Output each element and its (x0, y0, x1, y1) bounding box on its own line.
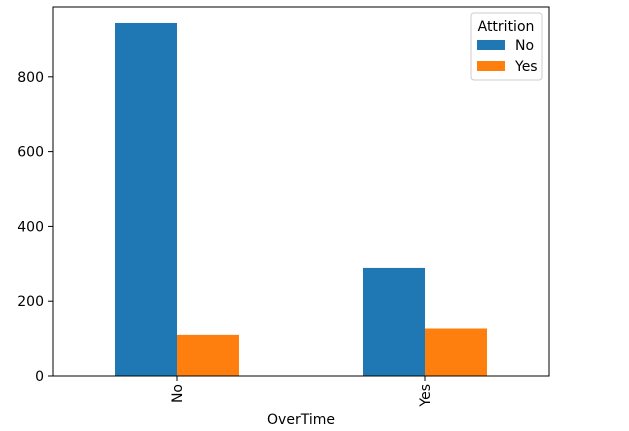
x-axis-label: OverTime (267, 412, 335, 428)
plot-frame (52, 6, 550, 377)
bar-yes-yes (425, 328, 487, 376)
x-tick-label: Yes (418, 384, 434, 408)
legend-swatch-yes (477, 61, 505, 71)
y-tick-label: 200 (17, 294, 44, 310)
legend-swatch-no (477, 40, 505, 50)
bar-yes-no (363, 267, 425, 376)
bar-no-yes (177, 334, 239, 376)
legend-label-no: No (515, 38, 534, 54)
y-tick-label: 0 (35, 369, 44, 385)
bars-group (115, 22, 487, 376)
x-tick-label: No (170, 384, 186, 403)
legend: Attrition No Yes (470, 12, 543, 81)
legend-label-yes: Yes (514, 59, 538, 75)
y-tick-label: 800 (17, 70, 44, 86)
legend-title: Attrition (478, 19, 535, 35)
y-axis: 0 200 400 600 800 (17, 70, 53, 385)
y-tick-label: 600 (17, 145, 44, 161)
y-tick-label: 400 (17, 219, 44, 235)
x-axis: No Yes (170, 376, 434, 408)
bar-no-no (115, 22, 177, 376)
